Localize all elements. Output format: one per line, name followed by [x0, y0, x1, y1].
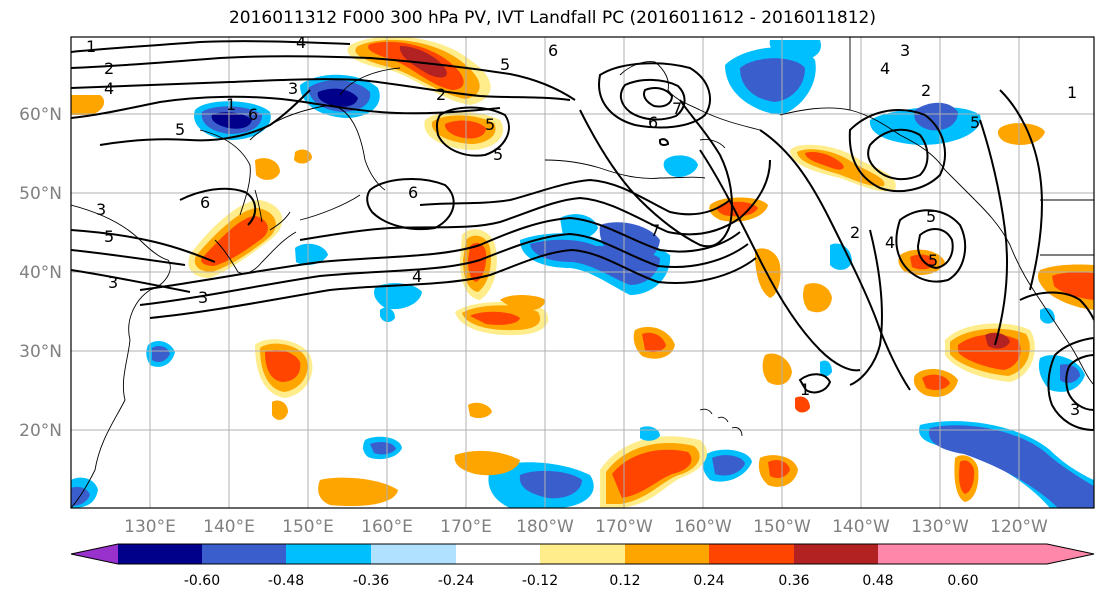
contour-label: 3: [198, 288, 208, 307]
lat-label: 60°N: [19, 105, 62, 125]
contour-label: 5: [928, 251, 938, 270]
lon-label: 120°W: [990, 517, 1048, 537]
contour-label: 2: [921, 81, 931, 100]
colorbar-tick-label: 0.12: [609, 573, 640, 589]
lon-label: 150°W: [753, 517, 811, 537]
colorbar-segment: [456, 544, 540, 564]
map-frame: [70, 36, 1095, 509]
lon-label: 130°E: [124, 517, 176, 537]
colorbar: -0.60 -0.48 -0.36 -0.24 -0.12 0.12 0.24 …: [70, 543, 1095, 589]
colorbar-tick-label: -0.60: [184, 573, 220, 589]
contour-label: 5: [485, 115, 495, 134]
lat-label: 50°N: [19, 184, 62, 204]
contour-label: 3: [900, 41, 910, 60]
contour-label: 3: [96, 200, 106, 219]
contour-label: 4: [885, 233, 895, 252]
contour-label: 2: [436, 85, 446, 104]
contour-label: 2: [104, 59, 114, 78]
lon-label: 130°W: [911, 517, 969, 537]
lon-label: 180°W: [516, 517, 574, 537]
contour-label: 5: [500, 55, 510, 74]
colorbar-tick-label: -0.36: [353, 573, 389, 589]
contour-label: 7: [650, 221, 660, 240]
colorbar-tick-label: 0.60: [947, 573, 978, 589]
colorbar-segment: [625, 544, 709, 564]
coastlines: [71, 37, 1094, 508]
contour-label: 3: [288, 79, 298, 98]
contour-label: 5: [104, 227, 114, 246]
contour-label-group: 1 4 2 4 3 6 5 3 4 5 6 2 3 1 5 5 6 7 6 5 …: [86, 33, 1080, 419]
lat-label: 40°N: [19, 263, 62, 283]
contour-label: 6: [200, 193, 210, 212]
gridlines: [71, 37, 1094, 508]
map-title: 2016011312 F000 300 hPa PV, IVT Landfall…: [228, 8, 876, 28]
lon-label: 140°E: [203, 517, 255, 537]
contour-label: 6: [408, 183, 418, 202]
contour-label: 1: [1067, 83, 1077, 102]
colorbar-outline: [70, 543, 1095, 565]
colorbar-tick-label: 0.48: [862, 573, 893, 589]
lat-label: 30°N: [19, 342, 62, 362]
colorbar-segment: [118, 544, 202, 564]
contour-label: 3: [1070, 400, 1080, 419]
contour-label: 2: [850, 223, 860, 242]
colorbar-tick-label: 0.36: [778, 573, 809, 589]
contour-label: 4: [296, 33, 306, 52]
colorbar-segment: [709, 544, 794, 564]
colorbar-tick-label: 0.24: [693, 573, 724, 589]
colorbar-segment: [202, 544, 286, 564]
contour-label: 3: [108, 273, 118, 292]
contour-label: 1: [86, 37, 96, 56]
lon-label: 150°E: [282, 517, 334, 537]
contour-label: 4: [104, 79, 114, 98]
lon-label: 170°W: [595, 517, 653, 537]
latitude-labels: 60°N 50°N 40°N 30°N 20°N: [19, 105, 62, 441]
contour-label: 1: [800, 380, 810, 399]
lon-label: 160°E: [361, 517, 413, 537]
contour-label: 5: [493, 145, 503, 164]
longitude-labels: 130°E 140°E 150°E 160°E 170°E 180°W 170°…: [124, 517, 1048, 537]
colorbar-segment: [794, 544, 878, 564]
contour-label: 5: [926, 207, 936, 226]
colorbar-extend-high: [963, 544, 1094, 564]
contour-label: 5: [175, 120, 185, 139]
contour-label: 7: [672, 99, 682, 118]
lon-label: 170°E: [440, 517, 492, 537]
colorbar-tick-label: -0.24: [438, 573, 474, 589]
colorbar-tick-label: -0.48: [268, 573, 304, 589]
contour-label: 5: [970, 113, 980, 132]
contour-label: 1: [226, 95, 236, 114]
colorbar-segment: [540, 544, 625, 564]
contour-label: 6: [248, 105, 258, 124]
colorbar-extend-low: [71, 544, 118, 564]
contour-label: 6: [548, 41, 558, 60]
colorbar-tick-label: -0.12: [522, 573, 558, 589]
contour-label: 4: [880, 59, 890, 78]
contour-label: 6: [648, 113, 658, 132]
contour-label: 4: [412, 267, 422, 286]
colorbar-segment: [878, 544, 963, 564]
lat-label: 20°N: [19, 421, 62, 441]
contour-lines: [71, 40, 1094, 432]
colorbar-segment: [371, 544, 456, 564]
lon-label: 140°W: [832, 517, 890, 537]
colorbar-ticks: -0.60 -0.48 -0.36 -0.24 -0.12 0.12 0.24 …: [184, 573, 979, 589]
lon-label: 160°W: [674, 517, 732, 537]
colorbar-segment: [286, 544, 371, 564]
pv-shading: [71, 37, 1094, 508]
